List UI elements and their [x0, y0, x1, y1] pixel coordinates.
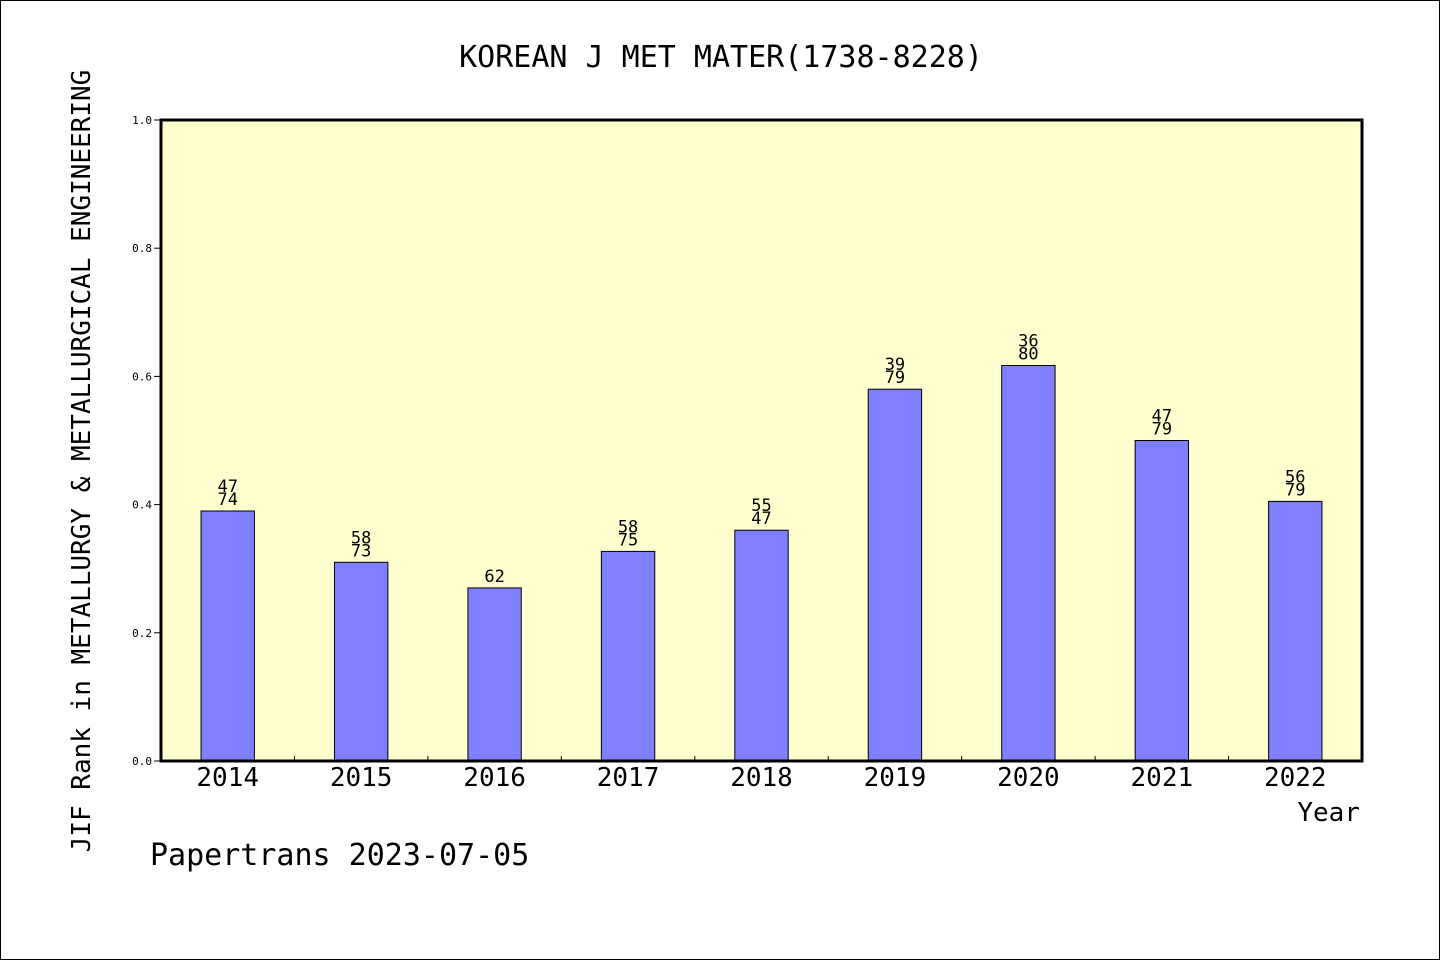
bar-label-2017-1: 58: [618, 517, 638, 537]
bar-2014: [200, 510, 255, 762]
bar-2020: [1001, 365, 1056, 762]
y-axis: 0.0 0.2 0.4 0.6 0.8 1.0: [132, 114, 161, 768]
y-tick-label-0.4: 0.4: [132, 499, 152, 512]
bar-label-2014-2: 74: [217, 490, 237, 510]
x-tick-label-2022: 2022: [1264, 763, 1327, 793]
y-tick-label-0.2: 0.2: [132, 627, 152, 640]
bar-label-2018-2: 47: [751, 509, 771, 529]
x-tick-label-2014: 2014: [196, 763, 259, 793]
bar-label-2022-1: 56: [1285, 467, 1305, 487]
bar-label-2019-2: 79: [885, 368, 905, 388]
bar-2018: [734, 529, 789, 762]
bar-label-2016-1: 62: [484, 567, 504, 587]
bar-label-2015-1: 58: [351, 528, 371, 548]
bar-2017: [600, 550, 656, 762]
x-tick-label-2016: 2016: [463, 763, 526, 793]
bar-2016: [467, 587, 522, 762]
x-tick-label-2019: 2019: [864, 763, 927, 793]
y-tick-label-1.0: 1.0: [132, 114, 152, 127]
bar-label-2021-1: 47: [1152, 407, 1172, 427]
bar-2019: [867, 388, 923, 762]
bar-label-2014-1: 47: [217, 477, 237, 497]
footer-credit: Papertrans 2023-07-05: [150, 838, 529, 873]
x-axis: 2014 2015 2016 2017 2018 2019 2020 2021 2022: [196, 756, 1327, 793]
plot-frame: [159, 118, 1364, 763]
bar-2015: [333, 561, 389, 762]
bar-label-2021-2: 79: [1152, 420, 1172, 440]
y-tick-label-0.8: 0.8: [132, 242, 152, 255]
bar-label-2020-2: 80: [1018, 345, 1038, 365]
x-tick-label-2021: 2021: [1131, 763, 1194, 793]
y-tick-label-0.6: 0.6: [132, 370, 152, 383]
bar-2022: [1268, 500, 1323, 762]
bar-2021: [1134, 440, 1190, 762]
bars-layer: [200, 365, 1323, 762]
x-tick-label-2015: 2015: [330, 763, 393, 793]
x-tick-label-2017: 2017: [597, 763, 660, 793]
bar-label-2017-2: 75: [618, 530, 638, 550]
bar-label-2022-2: 79: [1285, 480, 1305, 500]
bar-label-2019-1: 39: [885, 355, 905, 375]
x-tick-label-2020: 2020: [997, 763, 1060, 793]
y-tick-label-0.0: 0.0: [132, 755, 152, 768]
x-tick-label-2018: 2018: [730, 763, 793, 793]
y-axis-label: JIF Rank in METALLURGY & METALLURGICAL E…: [67, 70, 97, 853]
bar-label-2018-1: 55: [751, 496, 771, 516]
x-axis-label: Year: [1297, 798, 1360, 828]
bar-label-2020-1: 36: [1018, 332, 1038, 352]
bar-label-2015-2: 73: [351, 541, 371, 561]
chart-title: KOREAN J MET MATER(1738-8228): [459, 40, 983, 75]
